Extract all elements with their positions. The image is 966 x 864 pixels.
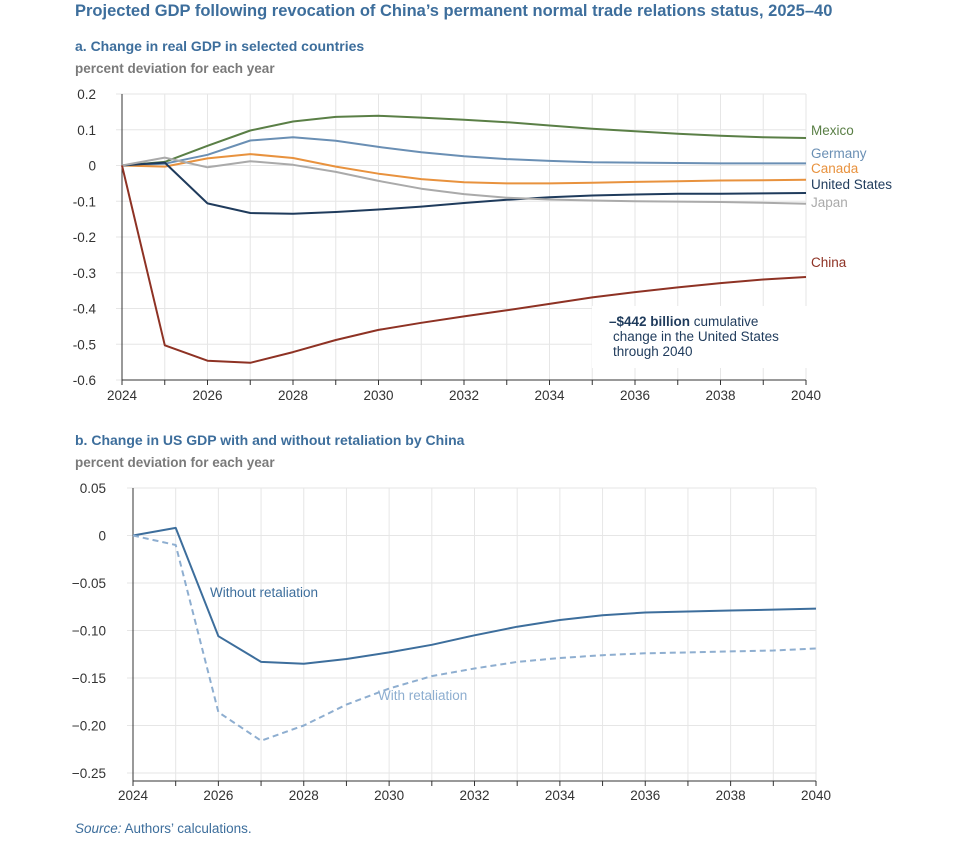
y-tick-label: 0.1 xyxy=(77,123,96,138)
series-label-without-retaliation: Without retaliation xyxy=(210,585,318,600)
y-tick-label: -0.4 xyxy=(73,302,97,317)
x-tick-label: 2040 xyxy=(801,788,831,803)
annotation-line-2: change in the United States xyxy=(613,329,779,344)
panel-b-units: percent deviation for each year xyxy=(75,455,275,470)
series-line-united-states xyxy=(121,161,807,215)
annotation-value: –$442 billion xyxy=(609,314,690,329)
x-tick-label: 2038 xyxy=(705,388,735,403)
x-tick-label: 2026 xyxy=(203,788,233,803)
series-label-mexico: Mexico xyxy=(811,123,854,138)
x-tick-label: 2028 xyxy=(289,788,319,803)
series-line-mexico xyxy=(121,114,807,167)
series-line-germany xyxy=(121,136,806,167)
annotation-text: cumulative xyxy=(690,314,758,329)
x-tick-label: 2034 xyxy=(545,788,576,803)
x-tick-label: 2030 xyxy=(374,788,404,803)
panel-a-title: a. Change in real GDP in selected countr… xyxy=(75,38,365,54)
source-text: Authors’ calculations. xyxy=(121,821,252,836)
annotation-background xyxy=(592,306,812,368)
series-line-canada xyxy=(121,153,807,185)
series-label-with-retaliation: With retaliation xyxy=(378,688,467,703)
y-tick-label: −0.20 xyxy=(72,719,106,734)
y-tick-label: 0.05 xyxy=(80,481,106,496)
figure-title: Projected GDP following revocation of Ch… xyxy=(75,2,833,20)
x-tick-label: 2040 xyxy=(791,388,821,403)
y-tick-label: -0.5 xyxy=(73,337,96,352)
source-label: Source: xyxy=(75,821,122,836)
series-label-japan: Japan xyxy=(811,195,848,210)
y-tick-label: −0.15 xyxy=(72,671,106,686)
series-line-with-retaliation xyxy=(132,534,817,742)
series-label-canada: Canada xyxy=(811,161,859,176)
x-tick-label: 2036 xyxy=(620,388,650,403)
panel-b-title: b. Change in US GDP with and without ret… xyxy=(75,432,465,448)
x-tick-label: 2024 xyxy=(107,388,138,403)
x-tick-label: 2024 xyxy=(118,788,149,803)
series-label-china: China xyxy=(811,255,847,270)
panel-b-plot: 2024 2026 2028 2030 2032 2034 2036 2038 2040 0.05… xyxy=(72,481,831,803)
x-tick-label: 2026 xyxy=(192,388,222,403)
source-note: Source: Authors’ calculations. xyxy=(75,821,252,836)
y-tick-label: -0.3 xyxy=(73,266,96,281)
x-tick-label: 2036 xyxy=(630,788,660,803)
y-tick-label: -0.2 xyxy=(73,230,96,245)
x-tick-label: 2032 xyxy=(459,788,489,803)
x-tick-label: 2032 xyxy=(449,388,479,403)
x-tick-label: 2030 xyxy=(363,388,393,403)
series-label-germany: Germany xyxy=(811,146,867,161)
series-line-china xyxy=(121,165,807,364)
panel-a-units: percent deviation for each year xyxy=(75,61,275,76)
x-tick-label: 2034 xyxy=(534,388,565,403)
series-line-japan xyxy=(121,156,807,205)
panel-a-plot: 2024 2026 2028 2030 2032 2034 2036 2038 2040 0.2 0… xyxy=(73,87,893,403)
series-line-without-retaliation xyxy=(132,526,817,665)
y-tick-label: −0.10 xyxy=(72,624,106,639)
annotation-line-1: –$442 billion cumulative xyxy=(609,314,758,329)
y-tick-label: 0 xyxy=(88,159,96,174)
y-tick-label: −0.25 xyxy=(72,766,106,781)
y-tick-label: 0 xyxy=(98,529,106,544)
y-tick-label: −0.05 xyxy=(72,576,106,591)
x-tick-label: 2028 xyxy=(278,388,308,403)
y-tick-label: -0.1 xyxy=(73,194,96,209)
series-label-united-states: United States xyxy=(811,177,892,192)
x-tick-label: 2038 xyxy=(716,788,746,803)
y-tick-label: 0.2 xyxy=(77,87,96,102)
annotation-line-3: through 2040 xyxy=(613,344,693,359)
y-tick-label: -0.6 xyxy=(73,373,96,388)
